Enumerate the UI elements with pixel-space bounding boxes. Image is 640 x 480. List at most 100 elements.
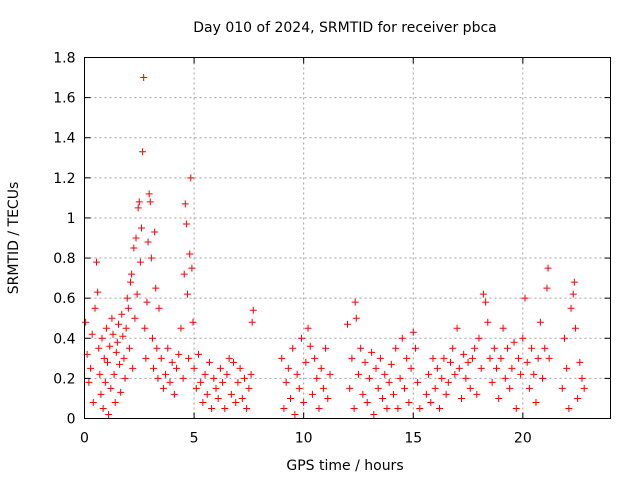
data-point <box>164 344 172 352</box>
data-point <box>141 324 149 332</box>
data-point <box>121 374 129 382</box>
data-point <box>422 390 430 398</box>
data-point <box>517 370 525 378</box>
data-point <box>530 370 538 378</box>
y-tick-label: 0.8 <box>53 251 75 267</box>
data-point <box>223 370 231 378</box>
data-point <box>110 370 118 378</box>
data-point <box>227 390 235 398</box>
data-point <box>351 298 359 306</box>
data-point <box>208 404 216 412</box>
data-point <box>88 330 96 338</box>
data-point <box>466 384 474 392</box>
data-point <box>512 404 520 412</box>
data-point <box>111 398 119 406</box>
data-point <box>181 200 189 208</box>
data-point <box>451 370 459 378</box>
data-point <box>230 358 238 366</box>
data-points <box>82 74 588 418</box>
data-point <box>243 404 251 412</box>
data-point <box>123 294 131 302</box>
data-point <box>392 344 400 352</box>
data-point <box>139 148 147 156</box>
data-point <box>93 258 101 266</box>
data-point <box>374 384 382 392</box>
data-point <box>457 394 465 402</box>
data-point <box>155 304 163 312</box>
data-point <box>317 364 325 372</box>
data-point <box>306 342 314 350</box>
data-point <box>438 374 446 382</box>
data-point <box>153 344 161 352</box>
data-point <box>545 354 553 362</box>
plot-frame <box>84 57 611 419</box>
data-point <box>409 328 417 336</box>
data-point <box>574 394 582 402</box>
data-point <box>528 344 536 352</box>
data-point <box>136 258 144 266</box>
data-point <box>578 374 586 382</box>
data-point <box>464 358 472 366</box>
data-point <box>166 378 174 386</box>
y-tick-label: 0.6 <box>53 291 75 307</box>
data-point <box>157 354 165 362</box>
data-point <box>490 344 498 352</box>
data-point <box>569 290 577 298</box>
data-point <box>91 304 99 312</box>
data-point <box>82 318 90 326</box>
y-tick-label: 1.2 <box>53 171 75 187</box>
x-tick-label: 20 <box>514 431 532 447</box>
data-point <box>479 290 487 298</box>
y-tick-label: 0.4 <box>53 331 75 347</box>
data-point <box>444 378 452 386</box>
data-point <box>232 398 240 406</box>
data-point <box>128 270 136 278</box>
data-point <box>287 394 295 402</box>
data-point <box>151 228 159 236</box>
data-point <box>427 398 435 406</box>
data-point <box>398 334 406 342</box>
data-point <box>127 278 135 286</box>
data-point <box>199 398 207 406</box>
data-point <box>170 390 178 398</box>
data-point <box>106 342 114 350</box>
data-point <box>108 314 116 322</box>
data-point <box>145 190 153 198</box>
data-point <box>368 348 376 356</box>
data-point <box>376 354 384 362</box>
data-point <box>184 290 192 298</box>
data-point <box>234 378 242 386</box>
data-point <box>390 390 398 398</box>
data-point <box>400 384 408 392</box>
data-point <box>563 364 571 372</box>
data-point <box>101 378 109 386</box>
data-point <box>102 324 110 332</box>
data-point <box>471 344 479 352</box>
y-tick-label: 0 <box>67 412 76 428</box>
data-point <box>506 384 514 392</box>
data-point <box>477 364 485 372</box>
data-point <box>361 358 369 366</box>
data-point <box>372 364 380 372</box>
data-point <box>514 354 522 362</box>
data-point <box>431 384 439 392</box>
data-point <box>197 378 205 386</box>
data-point <box>132 234 140 242</box>
data-point <box>168 358 176 366</box>
data-point <box>150 364 158 372</box>
data-point <box>107 384 115 392</box>
data-point <box>510 338 518 346</box>
data-point <box>560 334 568 342</box>
data-point <box>221 404 229 412</box>
x-tick-label: 10 <box>295 431 313 447</box>
data-point <box>112 348 120 356</box>
data-point <box>313 374 321 382</box>
data-point <box>118 310 126 318</box>
data-point <box>194 350 202 358</box>
data-point <box>130 244 138 252</box>
data-point <box>236 364 244 372</box>
data-point <box>89 398 97 406</box>
y-axis-label: SRMTID / TECUs <box>6 182 22 295</box>
data-point <box>354 370 362 378</box>
